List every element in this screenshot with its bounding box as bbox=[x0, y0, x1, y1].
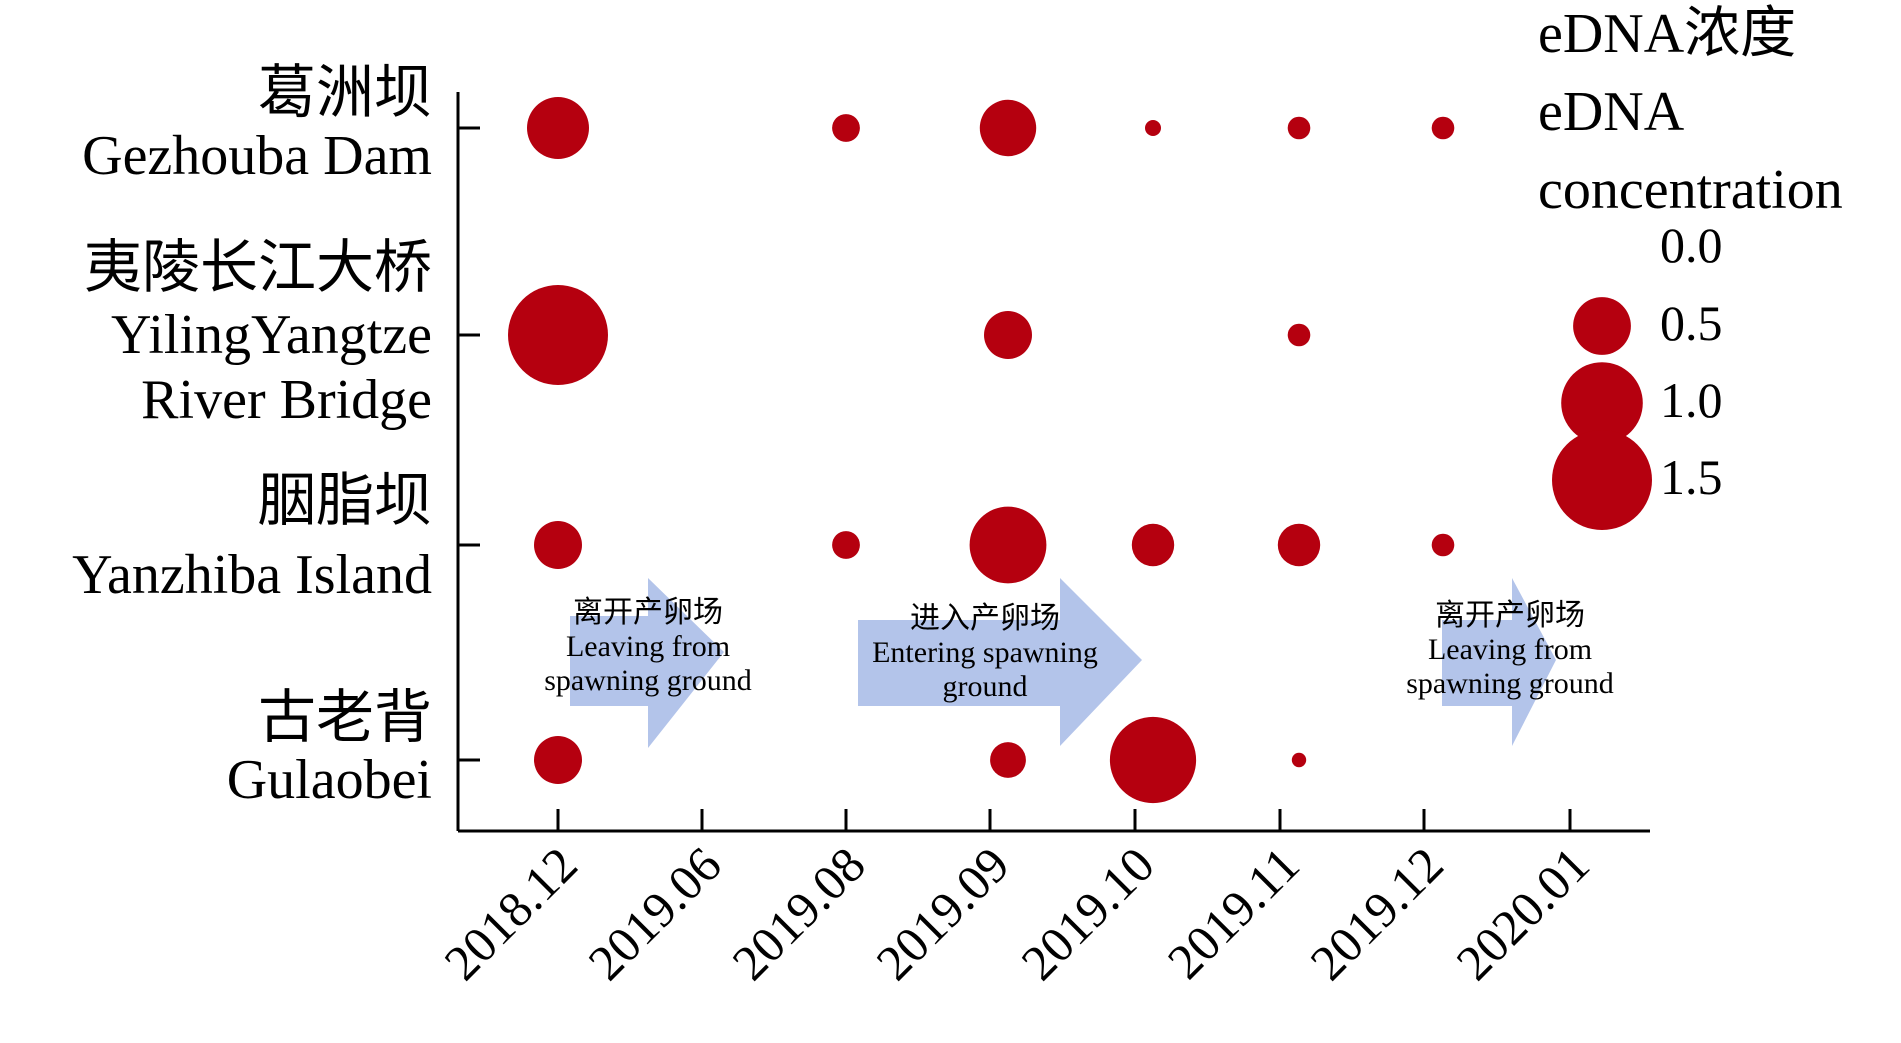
legend-label-3: 1.0 bbox=[1660, 372, 1723, 428]
bubble-2018-12-3 bbox=[534, 736, 582, 784]
annotation-3-line-1: 离开产卵场 bbox=[1435, 599, 1585, 632]
legend-label-1: 0.0 bbox=[1660, 217, 1723, 273]
legend-title-line-1: eDNA浓度 bbox=[1538, 3, 1796, 65]
direction-arrow-2 bbox=[858, 578, 1142, 746]
legend-swatch-4 bbox=[1552, 430, 1652, 530]
annotation-1-line-3: spawning ground bbox=[544, 664, 751, 697]
bubble-2019-09-0 bbox=[979, 99, 1037, 157]
bubble-2019-11-0 bbox=[1287, 116, 1311, 140]
x-tick-labels: 2018.122019.062019.082019.092019.102019.… bbox=[433, 836, 1600, 991]
bubble-2019-09-3 bbox=[990, 742, 1026, 778]
legend-swatch-2 bbox=[1573, 297, 1631, 355]
annotation-3-line-2: Leaving from bbox=[1428, 633, 1592, 666]
bubble-2019-12-0 bbox=[1431, 116, 1455, 140]
bubble-2018-12-1 bbox=[508, 285, 608, 385]
x-tick-label-7: 2019.12 bbox=[1299, 836, 1454, 991]
legend-swatch-3 bbox=[1561, 362, 1643, 444]
annotation-1-line-1: 离开产卵场 bbox=[573, 596, 723, 629]
site-label-zh-2: 夷陵长江大桥 bbox=[84, 235, 432, 300]
bubble-2019-10-2 bbox=[1131, 523, 1175, 567]
legend-label-2: 0.5 bbox=[1660, 295, 1723, 351]
arrow-layer bbox=[570, 578, 1556, 748]
site-label-en-2-2: River Bridge bbox=[141, 369, 432, 431]
site-label-en-2-1: YilingYangtze bbox=[111, 304, 432, 366]
x-tick-label-6: 2019.11 bbox=[1157, 836, 1310, 989]
direction-arrow-1 bbox=[570, 578, 724, 748]
bubble-layer bbox=[508, 97, 1455, 804]
bubble-2018-12-2 bbox=[534, 521, 582, 569]
bubble-2019-10-0 bbox=[1145, 120, 1161, 136]
axes bbox=[456, 92, 1650, 833]
site-label-en-3-1: Yanzhiba Island bbox=[72, 544, 432, 606]
bubble-2019-11-3 bbox=[1291, 752, 1307, 768]
site-label-en-1-1: Gezhouba Dam bbox=[82, 125, 432, 187]
direction-arrow-3 bbox=[1442, 578, 1556, 746]
x-tick-label-2: 2019.06 bbox=[577, 836, 732, 991]
bubble-2019-10-3 bbox=[1109, 716, 1197, 804]
bubble-2019-09-2 bbox=[969, 506, 1047, 584]
bubble-2019-08-0 bbox=[832, 114, 860, 142]
legend-title-line-3: concentration bbox=[1538, 159, 1843, 221]
legend-title-line-2: eDNA bbox=[1538, 81, 1685, 143]
bubble-2019-11-2 bbox=[1277, 523, 1321, 567]
legend-label-4: 1.5 bbox=[1660, 449, 1723, 505]
annotation-1-line-2: Leaving from bbox=[566, 630, 730, 663]
site-label-zh-4: 古老背 bbox=[258, 685, 432, 750]
bubble-2019-11-1 bbox=[1287, 323, 1311, 347]
site-label-zh-3: 胭脂坝 bbox=[258, 468, 432, 533]
x-tick-label-8: 2020.01 bbox=[1445, 836, 1600, 991]
site-label-en-4-1: Gulaobei bbox=[227, 749, 432, 811]
annotation-2-line-2: Entering spawning bbox=[872, 636, 1098, 669]
annotation-2-line-3: ground bbox=[943, 670, 1028, 703]
x-tick-label-1: 2018.12 bbox=[433, 836, 588, 991]
bubble-2019-08-2 bbox=[832, 531, 860, 559]
x-tick-label-5: 2019.10 bbox=[1010, 836, 1165, 991]
x-tick-label-4: 2019.09 bbox=[865, 836, 1020, 991]
annotation-3-line-3: spawning ground bbox=[1406, 667, 1613, 700]
x-tick-label-3: 2019.08 bbox=[721, 836, 876, 991]
bubble-2019-09-1 bbox=[984, 311, 1032, 359]
annotation-2-line-1: 进入产卵场 bbox=[910, 602, 1060, 635]
site-label-zh-1: 葛洲坝 bbox=[258, 60, 432, 125]
bubble-2018-12-0 bbox=[527, 97, 589, 159]
bubble-2019-12-2 bbox=[1431, 533, 1455, 557]
